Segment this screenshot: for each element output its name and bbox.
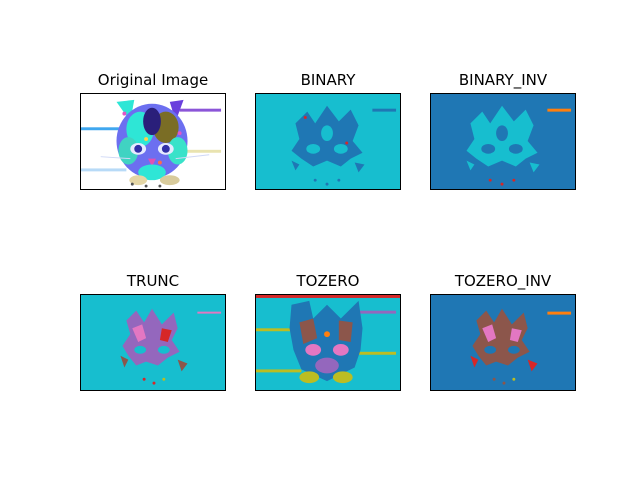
cat-face-tozero-inv-image (470, 308, 572, 385)
trunc-image-panel (80, 294, 226, 391)
binary-image-panel (255, 93, 401, 190)
cat-face-tozero-image (256, 295, 400, 384)
cat-face-rainbow-image (81, 99, 222, 188)
panel-title-tozero-inv: TOZERO_INV (454, 272, 552, 290)
binary-inv-image-panel (430, 93, 576, 190)
panel-title-binary: BINARY (300, 71, 356, 89)
tozero-image-panel (255, 294, 401, 391)
cat-face-binary-image (291, 105, 397, 186)
panel-title-tozero: TOZERO (296, 272, 360, 290)
tozero-inv-image-panel (430, 294, 576, 391)
cat-face-trunc-image (120, 308, 222, 385)
cat-face-binary-inv-image (466, 105, 572, 186)
original-image-panel (80, 93, 226, 190)
panel-title-original: Original Image (97, 71, 209, 89)
panel-title-trunc: TRUNC (126, 272, 180, 290)
panel-title-binary-inv: BINARY_INV (458, 71, 548, 89)
